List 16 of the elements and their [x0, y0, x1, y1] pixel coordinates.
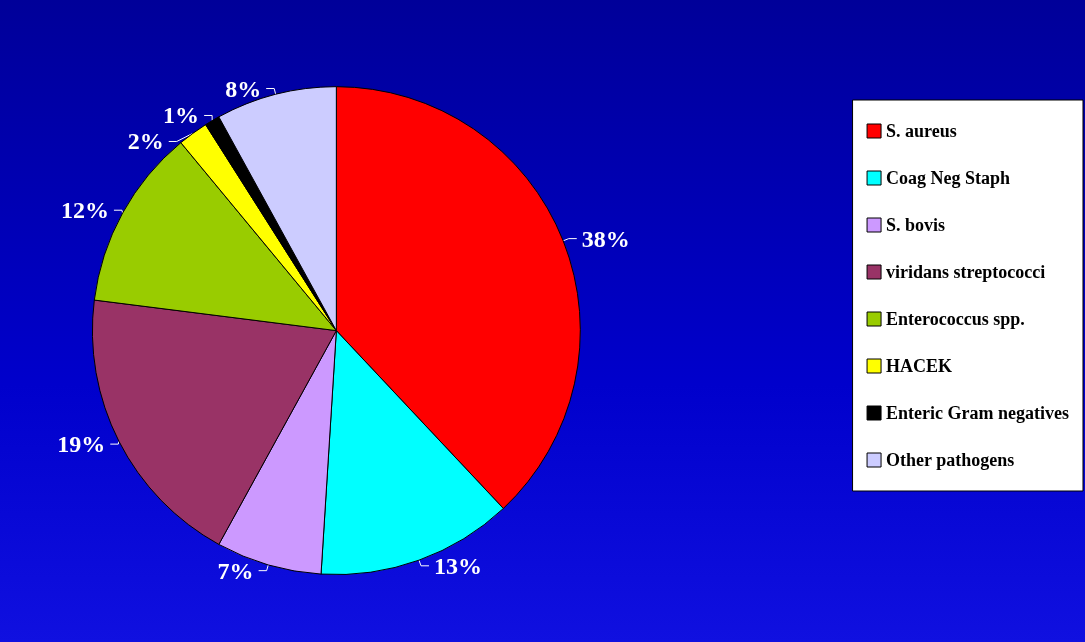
data-label: 19% — [57, 431, 106, 458]
legend-label: Enteric Gram negatives — [886, 403, 1069, 423]
legend-label: S. aureus — [886, 121, 957, 141]
data-label: 8% — [225, 75, 262, 102]
data-label: 38% — [581, 225, 630, 252]
legend-label: viridans streptococci — [886, 262, 1046, 282]
data-label: 12% — [60, 197, 109, 224]
legend-label: Enterococcus spp. — [886, 309, 1025, 329]
data-label: 13% — [434, 552, 483, 579]
legend-label: Other pathogens — [886, 450, 1015, 470]
legend-label: HACEK — [886, 356, 953, 376]
data-label: 1% — [163, 102, 200, 129]
legend-label: Coag Neg Staph — [886, 168, 1011, 188]
legend-label: S. bovis — [886, 215, 946, 235]
data-label: 7% — [217, 557, 254, 584]
data-label: 2% — [127, 128, 164, 155]
